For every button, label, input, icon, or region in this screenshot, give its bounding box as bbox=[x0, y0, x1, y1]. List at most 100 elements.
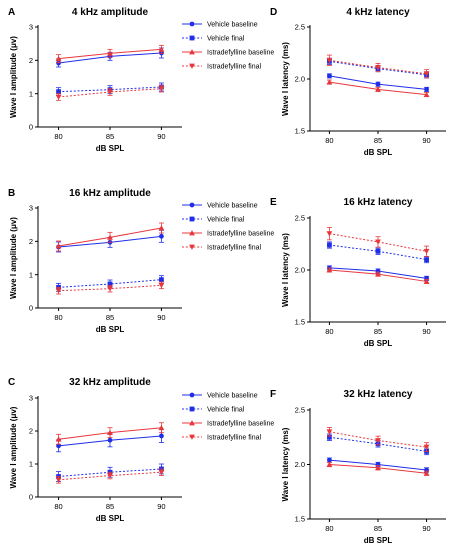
y-tick-label: 3 bbox=[29, 204, 33, 213]
series-istradefylline-final bbox=[326, 427, 430, 452]
data-point bbox=[423, 91, 430, 97]
legend-entry: Vehicle final bbox=[207, 217, 245, 224]
series-istradefylline-final bbox=[326, 54, 430, 79]
legend-marker bbox=[189, 202, 195, 208]
y-tick-label: 1 bbox=[29, 270, 33, 279]
data-point bbox=[159, 233, 164, 239]
data-point bbox=[107, 50, 113, 56]
legend-marker bbox=[189, 406, 195, 412]
data-point bbox=[375, 239, 381, 245]
series-vehicle-final bbox=[326, 241, 430, 264]
data-point bbox=[375, 464, 381, 471]
series-istradefylline-final bbox=[55, 468, 165, 484]
legend-marker bbox=[189, 21, 195, 27]
data-point bbox=[55, 288, 62, 294]
chart-title: 4 kHz latency bbox=[346, 7, 410, 18]
x-tick-label: 85 bbox=[374, 524, 382, 533]
data-point bbox=[423, 248, 430, 255]
y-tick-label: 3 bbox=[29, 394, 33, 403]
legend-entry: Vehicle baseline bbox=[207, 393, 258, 400]
series-vehicle-baseline bbox=[326, 73, 430, 92]
series-line bbox=[329, 436, 427, 452]
data-point bbox=[424, 257, 429, 262]
series-line bbox=[329, 233, 427, 252]
data-point bbox=[326, 231, 333, 237]
data-point bbox=[159, 277, 164, 283]
y-tick-label: 2.0 bbox=[295, 75, 305, 84]
data-point bbox=[158, 424, 165, 431]
y-tick-label: 1.5 bbox=[295, 515, 305, 524]
panel-c: C 32 kHz amplitude 0 1 2 3 80 85 90 dB SPL Wave I … bbox=[8, 377, 274, 523]
panel-letter: C bbox=[8, 377, 15, 388]
data-point bbox=[327, 73, 332, 79]
x-tick-label: 80 bbox=[325, 327, 333, 336]
data-point bbox=[107, 286, 113, 292]
y-tick-label: 2.5 bbox=[295, 23, 305, 32]
data-point bbox=[375, 65, 381, 71]
chart-title: 4 kHz amplitude bbox=[72, 7, 149, 18]
chart-title: 16 kHz latency bbox=[344, 197, 413, 208]
legend-entry: Vehicle final bbox=[207, 36, 245, 43]
data-point bbox=[55, 243, 62, 249]
legend-marker bbox=[189, 216, 195, 222]
data-point bbox=[326, 429, 333, 435]
x-tick-label: 90 bbox=[422, 136, 430, 145]
series-line bbox=[58, 86, 162, 93]
y-tick-label: 2 bbox=[29, 237, 33, 246]
x-tick-label: 80 bbox=[325, 136, 333, 145]
y-tick-label: 0 bbox=[29, 123, 33, 132]
series-line bbox=[329, 244, 427, 261]
legend-marker bbox=[189, 392, 195, 398]
series-istradefylline-baseline bbox=[326, 461, 430, 476]
x-axis-label: dB SPL bbox=[96, 144, 125, 153]
data-point bbox=[375, 271, 381, 277]
series-istradefylline-baseline bbox=[326, 267, 430, 284]
data-point bbox=[107, 473, 113, 479]
x-axis-label: dB SPL bbox=[96, 514, 125, 523]
x-tick-label: 85 bbox=[106, 132, 114, 141]
data-point bbox=[56, 443, 61, 449]
series-vehicle-baseline bbox=[326, 457, 430, 473]
chart-title: 32 kHz amplitude bbox=[69, 377, 151, 388]
data-point bbox=[107, 234, 113, 240]
legend-entry: Istradefylline baseline bbox=[207, 50, 274, 57]
legend-entry: Vehicle final bbox=[207, 407, 245, 414]
legend-entry: Istradefylline baseline bbox=[207, 421, 274, 428]
y-axis-label: Wave I latency (ms) bbox=[281, 427, 290, 501]
legend-entry: Vehicle baseline bbox=[207, 22, 258, 29]
x-tick-label: 80 bbox=[54, 132, 62, 141]
panel-b: B 16 kHz amplitude 0 1 2 3 80 85 90 dB SPL Wave I … bbox=[8, 188, 274, 334]
legend-marker bbox=[189, 49, 195, 55]
legend-entry: Istradefylline final bbox=[207, 435, 262, 442]
legend-entry: Istradefylline final bbox=[207, 245, 262, 252]
y-tick-label: 3 bbox=[29, 23, 33, 32]
data-point bbox=[375, 81, 381, 87]
x-tick-label: 90 bbox=[157, 132, 165, 141]
data-point bbox=[375, 438, 381, 444]
legend-marker bbox=[189, 434, 195, 440]
series-istradefylline-final bbox=[55, 84, 165, 101]
series-line bbox=[329, 60, 427, 76]
data-point bbox=[327, 457, 332, 463]
data-point bbox=[327, 434, 332, 440]
y-tick-label: 2.5 bbox=[295, 406, 305, 415]
y-tick-label: 2.0 bbox=[295, 460, 305, 469]
x-axis-label: dB SPL bbox=[364, 148, 393, 157]
legend-marker bbox=[189, 230, 195, 236]
series-line bbox=[329, 431, 427, 448]
y-tick-label: 2 bbox=[29, 56, 33, 65]
x-tick-label: 90 bbox=[157, 313, 165, 322]
legend-marker bbox=[189, 35, 195, 41]
data-point bbox=[158, 225, 165, 231]
series-line bbox=[329, 59, 427, 75]
panel-f: F 32 kHz latency 1.5 2.0 2.5 80 85 90 dB SPL Wave… bbox=[270, 389, 446, 545]
data-point bbox=[56, 89, 61, 95]
x-axis-label: dB SPL bbox=[364, 339, 393, 348]
data-point bbox=[158, 282, 165, 289]
data-point bbox=[107, 437, 113, 443]
series-istradefylline-final bbox=[326, 226, 430, 257]
x-tick-label: 80 bbox=[54, 313, 62, 322]
data-point bbox=[107, 89, 113, 95]
series-istradefylline-baseline bbox=[55, 44, 165, 64]
